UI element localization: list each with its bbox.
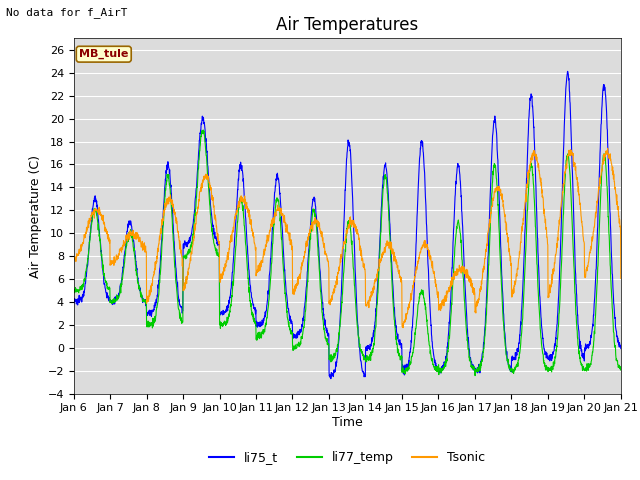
li75_t (569, 185, 577, 191)
Line: li75_t: li75_t (74, 72, 621, 379)
Y-axis label: Air Temperature (C): Air Temperature (C) (29, 155, 42, 277)
li75_t (584, 344, 592, 350)
Tsonic (569, 153, 577, 158)
li75_t (617, 346, 625, 351)
Tsonic (584, 264, 592, 270)
li75_t (327, 376, 335, 382)
Tsonic (506, 258, 514, 264)
Tsonic (375, 267, 383, 273)
li75_t (506, 363, 514, 369)
Tsonic (399, 325, 407, 331)
Legend: li75_t, li77_temp, Tsonic: li75_t, li77_temp, Tsonic (204, 446, 490, 469)
Tsonic (617, 276, 625, 281)
Tsonic (604, 145, 611, 151)
Text: No data for f_AirT: No data for f_AirT (6, 7, 128, 18)
li77_temp (364, 356, 371, 362)
li75_t (364, 348, 371, 353)
li77_temp (569, 242, 577, 248)
li77_temp (375, 266, 383, 272)
li77_temp (584, 367, 592, 373)
li77_temp (223, 322, 230, 327)
li75_t (564, 69, 572, 74)
li75_t (70, 300, 77, 305)
Text: MB_tule: MB_tule (79, 49, 129, 60)
li77_temp (199, 127, 207, 133)
li77_temp (471, 373, 479, 379)
Tsonic (363, 302, 371, 308)
li77_temp (617, 364, 625, 370)
Title: Air Temperatures: Air Temperatures (276, 16, 419, 34)
li75_t (375, 256, 383, 262)
Line: li77_temp: li77_temp (74, 130, 621, 376)
li77_temp (507, 369, 515, 374)
Line: Tsonic: Tsonic (74, 148, 621, 328)
Tsonic (222, 258, 230, 264)
li75_t (222, 309, 230, 314)
Tsonic (70, 256, 77, 262)
X-axis label: Time: Time (332, 416, 363, 429)
li77_temp (70, 287, 77, 293)
